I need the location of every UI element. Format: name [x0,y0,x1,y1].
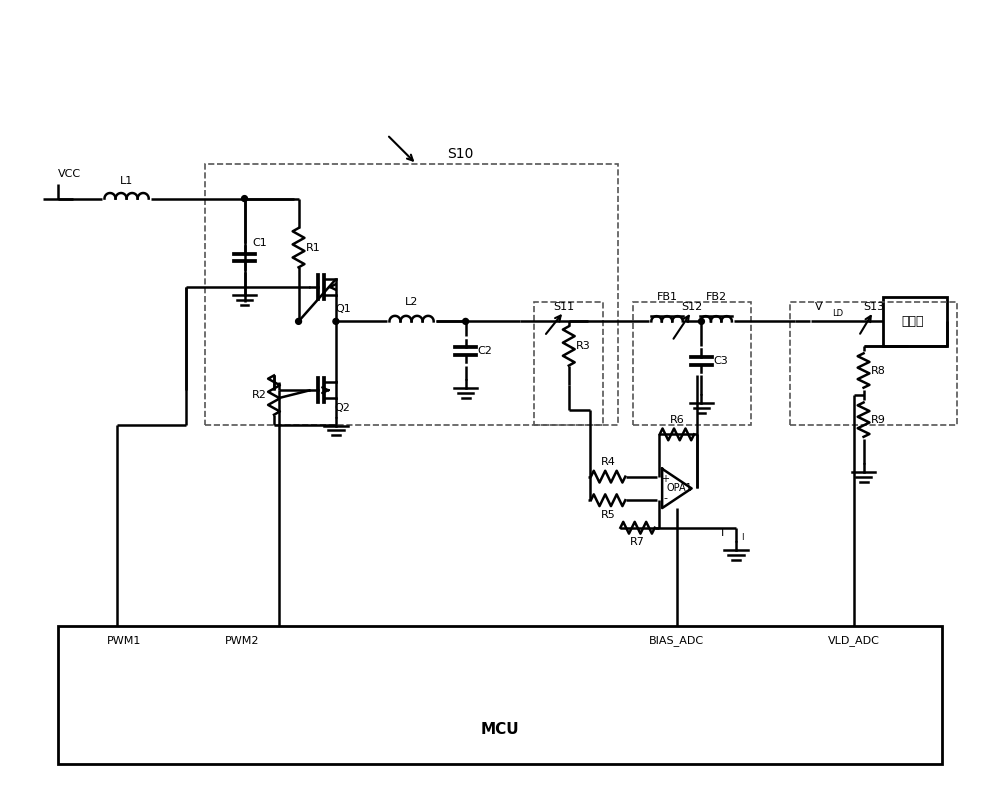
Circle shape [242,196,247,202]
Text: OPA1: OPA1 [667,483,693,494]
Text: R9: R9 [871,414,886,425]
Bar [58,626,942,763]
Text: Q1: Q1 [335,304,351,314]
Text: C1: C1 [252,238,267,248]
Text: BIAS_ADC: BIAS_ADC [649,635,704,646]
Text: L2: L2 [405,297,418,306]
Text: R2: R2 [252,390,267,400]
Circle shape [333,318,339,324]
Text: L1: L1 [120,176,133,186]
Text: MCU: MCU [481,722,519,737]
Text: VLD_ADC: VLD_ADC [828,635,880,646]
Text: I: I [741,533,743,542]
Text: +: + [661,474,669,484]
Bar [633,302,751,425]
Text: FB2: FB2 [706,292,727,302]
Text: VCC: VCC [58,169,81,179]
Text: V: V [814,302,822,312]
Circle shape [698,318,704,324]
Bar [883,297,947,346]
Bar [534,302,603,425]
Text: S12: S12 [681,302,702,312]
Text: S10: S10 [448,147,474,162]
Text: Q2: Q2 [335,403,351,413]
Text: C2: C2 [478,346,493,356]
Circle shape [463,318,469,324]
Text: LD: LD [832,309,843,318]
Text: PWM1: PWM1 [107,636,141,646]
Text: R7: R7 [630,538,645,547]
Text: R3: R3 [576,341,591,351]
Bar [205,164,618,425]
Text: PWM2: PWM2 [225,636,259,646]
Text: R6: R6 [670,414,684,425]
Text: FB1: FB1 [657,292,678,302]
Text: R1: R1 [306,242,321,253]
Text: S11: S11 [553,302,574,312]
Text: R8: R8 [871,366,886,375]
Text: R5: R5 [601,510,615,520]
Bar [790,302,957,425]
Text: S13: S13 [863,302,884,312]
Text: -: - [663,494,667,503]
Text: I: I [721,528,724,538]
Text: 激光器: 激光器 [901,315,924,328]
Text: C3: C3 [714,356,728,366]
Circle shape [296,318,302,324]
Text: R4: R4 [601,457,616,467]
